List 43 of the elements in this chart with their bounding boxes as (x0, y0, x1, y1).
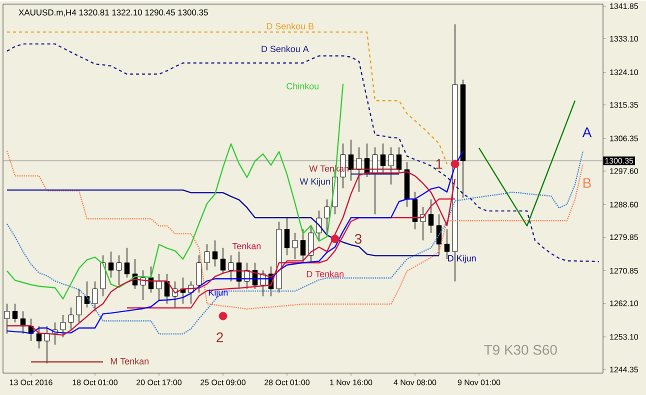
candlestick (300, 228, 306, 264)
series-label: D Kijun (448, 254, 476, 264)
point (218, 312, 228, 320)
candlestick (284, 218, 290, 256)
candlestick (228, 254, 234, 282)
candlestick (116, 254, 122, 286)
candlestick (396, 146, 402, 174)
series-label: M Tenkan (110, 358, 148, 364)
candlestick (388, 146, 394, 185)
candlestick (108, 251, 114, 278)
candlestick (292, 232, 298, 260)
series-label: Kijun (208, 289, 228, 298)
candlestick (12, 303, 18, 323)
candlestick (60, 314, 66, 338)
text: XAUUSD.m,H4 1320.81 1322.10 1290.45 1300.35 (18, 9, 208, 16)
annotation: 2 (216, 332, 223, 342)
candlestick (220, 247, 226, 274)
candlestick (380, 143, 386, 174)
candlestick (196, 254, 202, 293)
candlestick (428, 199, 434, 234)
candlestick (124, 247, 130, 278)
annotation: 3 (354, 234, 362, 244)
candlestick (76, 288, 82, 323)
series-label: D Tenkan (306, 270, 344, 278)
candlestick (36, 326, 42, 349)
candlestick (324, 199, 330, 234)
annotation: 1 (436, 159, 442, 169)
series-label: D Senkou A (262, 45, 309, 52)
point (330, 234, 340, 244)
candlestick (212, 240, 218, 267)
candlestick (68, 307, 74, 330)
text: W Kijun (300, 178, 330, 186)
annotation: B (583, 178, 591, 188)
text: Tenkan (232, 242, 261, 250)
candlestick (348, 139, 354, 182)
series-label: D Senkou B (266, 22, 314, 30)
candlestick (92, 281, 98, 312)
annotation: T9 K30 S60 (484, 344, 557, 355)
text: Chinkou (286, 82, 318, 90)
point (450, 160, 460, 168)
annotation: A (582, 127, 592, 138)
candlestick (444, 228, 450, 260)
candlestick (204, 244, 210, 271)
